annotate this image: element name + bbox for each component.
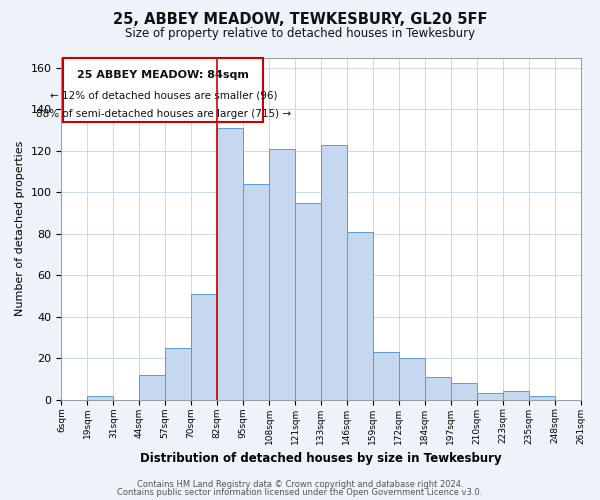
Text: Size of property relative to detached houses in Tewkesbury: Size of property relative to detached ho… [125, 28, 475, 40]
Bar [529, 396, 554, 400]
Bar [425, 377, 451, 400]
Text: Contains HM Land Registry data © Crown copyright and database right 2024.: Contains HM Land Registry data © Crown c… [137, 480, 463, 489]
Bar [269, 148, 295, 400]
Bar [373, 352, 399, 400]
Text: 88% of semi-detached houses are larger (715) →: 88% of semi-detached houses are larger (… [36, 110, 291, 120]
Text: ← 12% of detached houses are smaller (96): ← 12% of detached houses are smaller (96… [50, 90, 277, 101]
FancyBboxPatch shape [64, 58, 263, 122]
Bar [139, 375, 165, 400]
Bar [295, 202, 321, 400]
Text: 25, ABBEY MEADOW, TEWKESBURY, GL20 5FF: 25, ABBEY MEADOW, TEWKESBURY, GL20 5FF [113, 12, 487, 28]
Text: Contains public sector information licensed under the Open Government Licence v3: Contains public sector information licen… [118, 488, 482, 497]
Bar [399, 358, 425, 400]
Bar [217, 128, 243, 400]
Bar [191, 294, 217, 400]
Text: 25 ABBEY MEADOW: 84sqm: 25 ABBEY MEADOW: 84sqm [77, 70, 250, 80]
Bar [88, 396, 113, 400]
Bar [243, 184, 269, 400]
Y-axis label: Number of detached properties: Number of detached properties [15, 141, 25, 316]
Bar [165, 348, 191, 400]
Bar [476, 394, 503, 400]
X-axis label: Distribution of detached houses by size in Tewkesbury: Distribution of detached houses by size … [140, 452, 502, 465]
Bar [503, 392, 529, 400]
Bar [451, 383, 476, 400]
Bar [321, 144, 347, 400]
Bar [347, 232, 373, 400]
